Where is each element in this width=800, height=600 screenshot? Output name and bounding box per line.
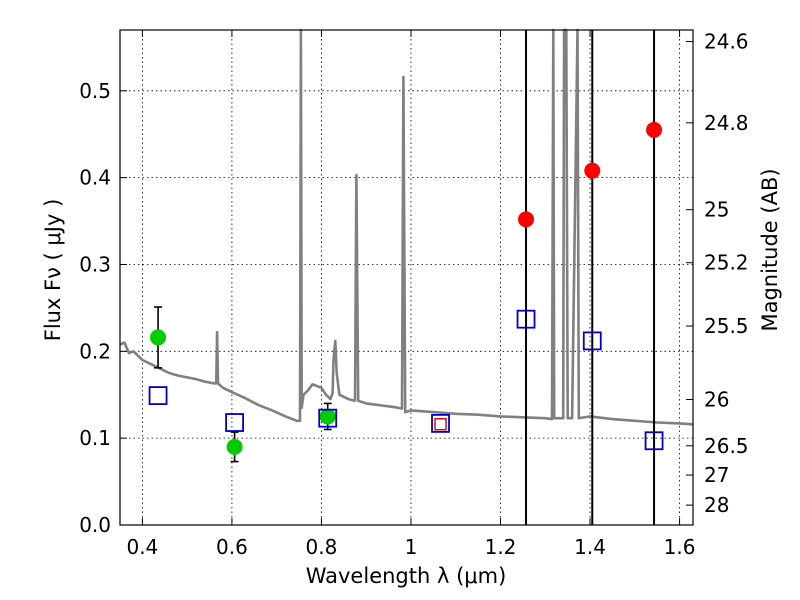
data-point <box>518 211 535 228</box>
data-point <box>431 413 450 433</box>
ticks <box>120 30 693 526</box>
y2-tick-labels: 24.6 24.8 25 25.2 25.5 26 26.5 27 28 <box>704 30 749 518</box>
y2-tick-label: 25.5 <box>704 314 749 338</box>
x-tick-labels: 0.4 0.6 0.8 1 1.2 1.4 1.6 <box>126 535 695 559</box>
y2-tick-label: 24.6 <box>704 30 749 54</box>
y-tick-label: 0.2 <box>79 339 111 363</box>
data-point <box>148 386 168 406</box>
data-point <box>582 331 602 351</box>
data-point <box>646 121 663 138</box>
x-tick-label: 0.6 <box>216 535 248 559</box>
plot-frame <box>119 29 694 526</box>
y-tick-label: 0.1 <box>79 426 111 450</box>
data-point <box>434 418 447 431</box>
data-point <box>644 431 664 451</box>
x-tick-label: 1.6 <box>664 535 696 559</box>
y-tick-labels: 0.0 0.1 0.2 0.3 0.4 0.5 <box>79 79 111 537</box>
vertical-lines <box>525 30 656 525</box>
y2-tick-label: 28 <box>704 493 729 517</box>
y-tick-label: 0.5 <box>79 79 111 103</box>
y2-tick-label: 26.5 <box>704 434 749 458</box>
data-point <box>150 329 167 346</box>
model-spectrum <box>119 28 694 426</box>
x-tick-label: 0.8 <box>306 535 338 559</box>
y2-tick-label: 25 <box>704 198 729 222</box>
y-axis-label: Flux Fν ( μJy ) <box>41 199 65 342</box>
y-tick-label: 0.4 <box>79 166 111 190</box>
data-point <box>318 408 338 428</box>
data-point <box>225 413 245 432</box>
y2-tick-label: 24.8 <box>704 111 749 135</box>
x-tick-label: 1.2 <box>485 535 517 559</box>
markers <box>148 121 664 455</box>
x-axis-label: Wavelength λ (μm) <box>306 564 507 588</box>
data-point <box>319 408 336 425</box>
y2-axis-label: Magnitude (AB) <box>758 168 782 331</box>
y2-tick-label: 26 <box>704 388 729 412</box>
x-tick-label: 1.4 <box>574 535 606 559</box>
plot-background <box>120 30 693 525</box>
data-point <box>584 162 601 179</box>
y-tick-label: 0.3 <box>79 252 111 276</box>
y-tick-label: 0.0 <box>79 513 111 537</box>
y2-tick-label: 27 <box>704 463 729 487</box>
model-spectrum-line <box>119 28 694 426</box>
data-point <box>516 309 536 329</box>
y2-tick-label: 25.2 <box>704 251 749 275</box>
x-tick-label: 0.4 <box>126 535 158 559</box>
data-point <box>226 438 243 455</box>
x-tick-label: 1 <box>405 535 418 559</box>
